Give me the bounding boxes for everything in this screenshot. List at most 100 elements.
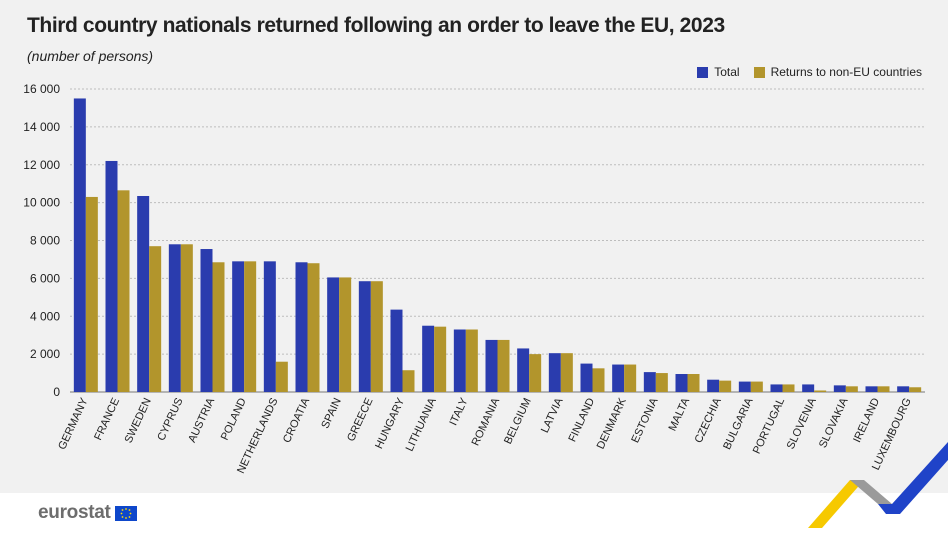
bar-non-eu [592,368,605,392]
bar-total [770,384,783,392]
bar-total [517,348,530,392]
eu-flag-icon [114,505,137,521]
y-tick-label: 12 000 [23,158,60,172]
x-tick-label: BELGIUM [502,396,534,446]
eurostat-logo: eurostat [38,502,137,524]
bar-non-eu [719,380,732,392]
bar-non-eu [370,281,383,392]
bar-non-eu [117,190,130,392]
y-tick-label: 6 000 [30,271,60,285]
legend-item-non-eu: Returns to non-EU countries [753,65,922,79]
bar-non-eu [180,244,193,392]
bar-total [422,325,435,392]
bar-non-eu [909,387,922,392]
x-tick-label: DENMARK [595,396,629,452]
x-tick-label: MALTA [667,396,693,433]
chart-title: Third country nationals returned followi… [27,14,725,37]
bar-total [865,386,878,392]
corner-decoration [808,442,948,528]
chart-legend: Total Returns to non-EU countries [683,65,922,79]
bar-total [485,339,498,392]
y-tick-label: 0 [53,385,60,399]
y-tick-label: 4 000 [30,309,60,323]
x-tick-label: GREECE [345,396,376,443]
bar-total [358,281,371,392]
bar-non-eu [845,386,858,392]
bar-total [612,364,625,392]
x-tick-label: GERMANY [56,396,91,452]
y-tick-label: 10 000 [23,196,60,210]
bar-total [707,379,720,392]
bar-total [232,261,245,392]
bar-non-eu [877,386,890,392]
bar-non-eu [212,262,225,392]
x-tick-label: PORTUGAL [751,396,787,456]
bar-non-eu [402,370,415,392]
bar-total [200,249,213,392]
bar-total [738,381,751,392]
y-tick-label: 2 000 [30,347,60,361]
legend-label-non-eu: Returns to non-EU countries [770,65,922,79]
bar-non-eu [434,326,447,392]
x-tick-label: HUNGARY [373,396,407,451]
x-tick-label: CROATIA [281,396,312,445]
chart-subtitle: (number of persons) [27,48,154,64]
bar-non-eu [465,329,478,392]
bar-non-eu [339,277,352,392]
bar-total [675,374,688,392]
bar-total [295,262,308,392]
bar-non-eu [244,261,257,392]
x-tick-label: FINLAND [566,396,597,444]
bar-total [263,261,276,392]
x-tick-label: LITHUANIA [404,396,439,454]
x-tick-label: ESTONIA [629,396,660,445]
bar-non-eu [750,381,763,392]
x-tick-label: LATVIA [539,396,566,435]
bar-total [548,353,561,392]
legend-swatch-total [697,66,709,78]
bar-chart: 0 2 000 4 000 6 000 8 000 10 000 12 000 14 000 1… [23,82,925,476]
bar-total [833,385,846,392]
bar-non-eu [497,339,510,392]
bar-non-eu [275,361,288,392]
bar-total [137,195,150,392]
bar-total [580,363,593,392]
y-tick-label: 16 000 [23,82,60,96]
bar-total [390,309,403,392]
bar-non-eu [85,196,98,392]
logo-text: eurostat [38,502,111,523]
legend-label-total: Total [714,65,740,79]
x-tick-label: POLAND [219,396,249,442]
x-tick-label: BULGARIA [721,396,756,452]
x-tick-label: AUSTRIA [186,396,217,445]
bar-non-eu [307,263,320,392]
bar-non-eu [529,354,542,392]
x-tick-label: IRELAND [851,396,882,444]
footer: eurostat [0,493,948,533]
x-tick-label: SWEDEN [123,396,154,445]
bar-total [643,372,656,392]
bar-non-eu [655,373,668,392]
bar-total [73,98,86,392]
bar-total [168,244,181,392]
bar-non-eu [782,384,795,392]
x-tick-label: ITALY [447,396,470,428]
bar-non-eu [814,390,827,392]
bar-total [105,160,118,392]
legend-swatch-non-eu [753,66,765,78]
x-tick-label: FRANCE [92,396,122,442]
y-tick-label: 14 000 [23,120,60,134]
x-tick-label: CZECHIA [693,396,725,445]
bar-total [327,277,340,392]
bar-non-eu [560,353,573,392]
x-tick-label: CYPRUS [155,396,185,443]
x-tick-label: ROMANIA [470,396,503,448]
y-tick-label: 8 000 [30,234,60,248]
bar-non-eu [624,364,637,392]
bar-non-eu [149,246,162,392]
bar-total [453,329,466,392]
bar-total [802,384,815,392]
x-tick-label: SPAIN [319,396,344,430]
legend-item-total: Total [697,65,740,79]
bar-total [897,386,910,392]
